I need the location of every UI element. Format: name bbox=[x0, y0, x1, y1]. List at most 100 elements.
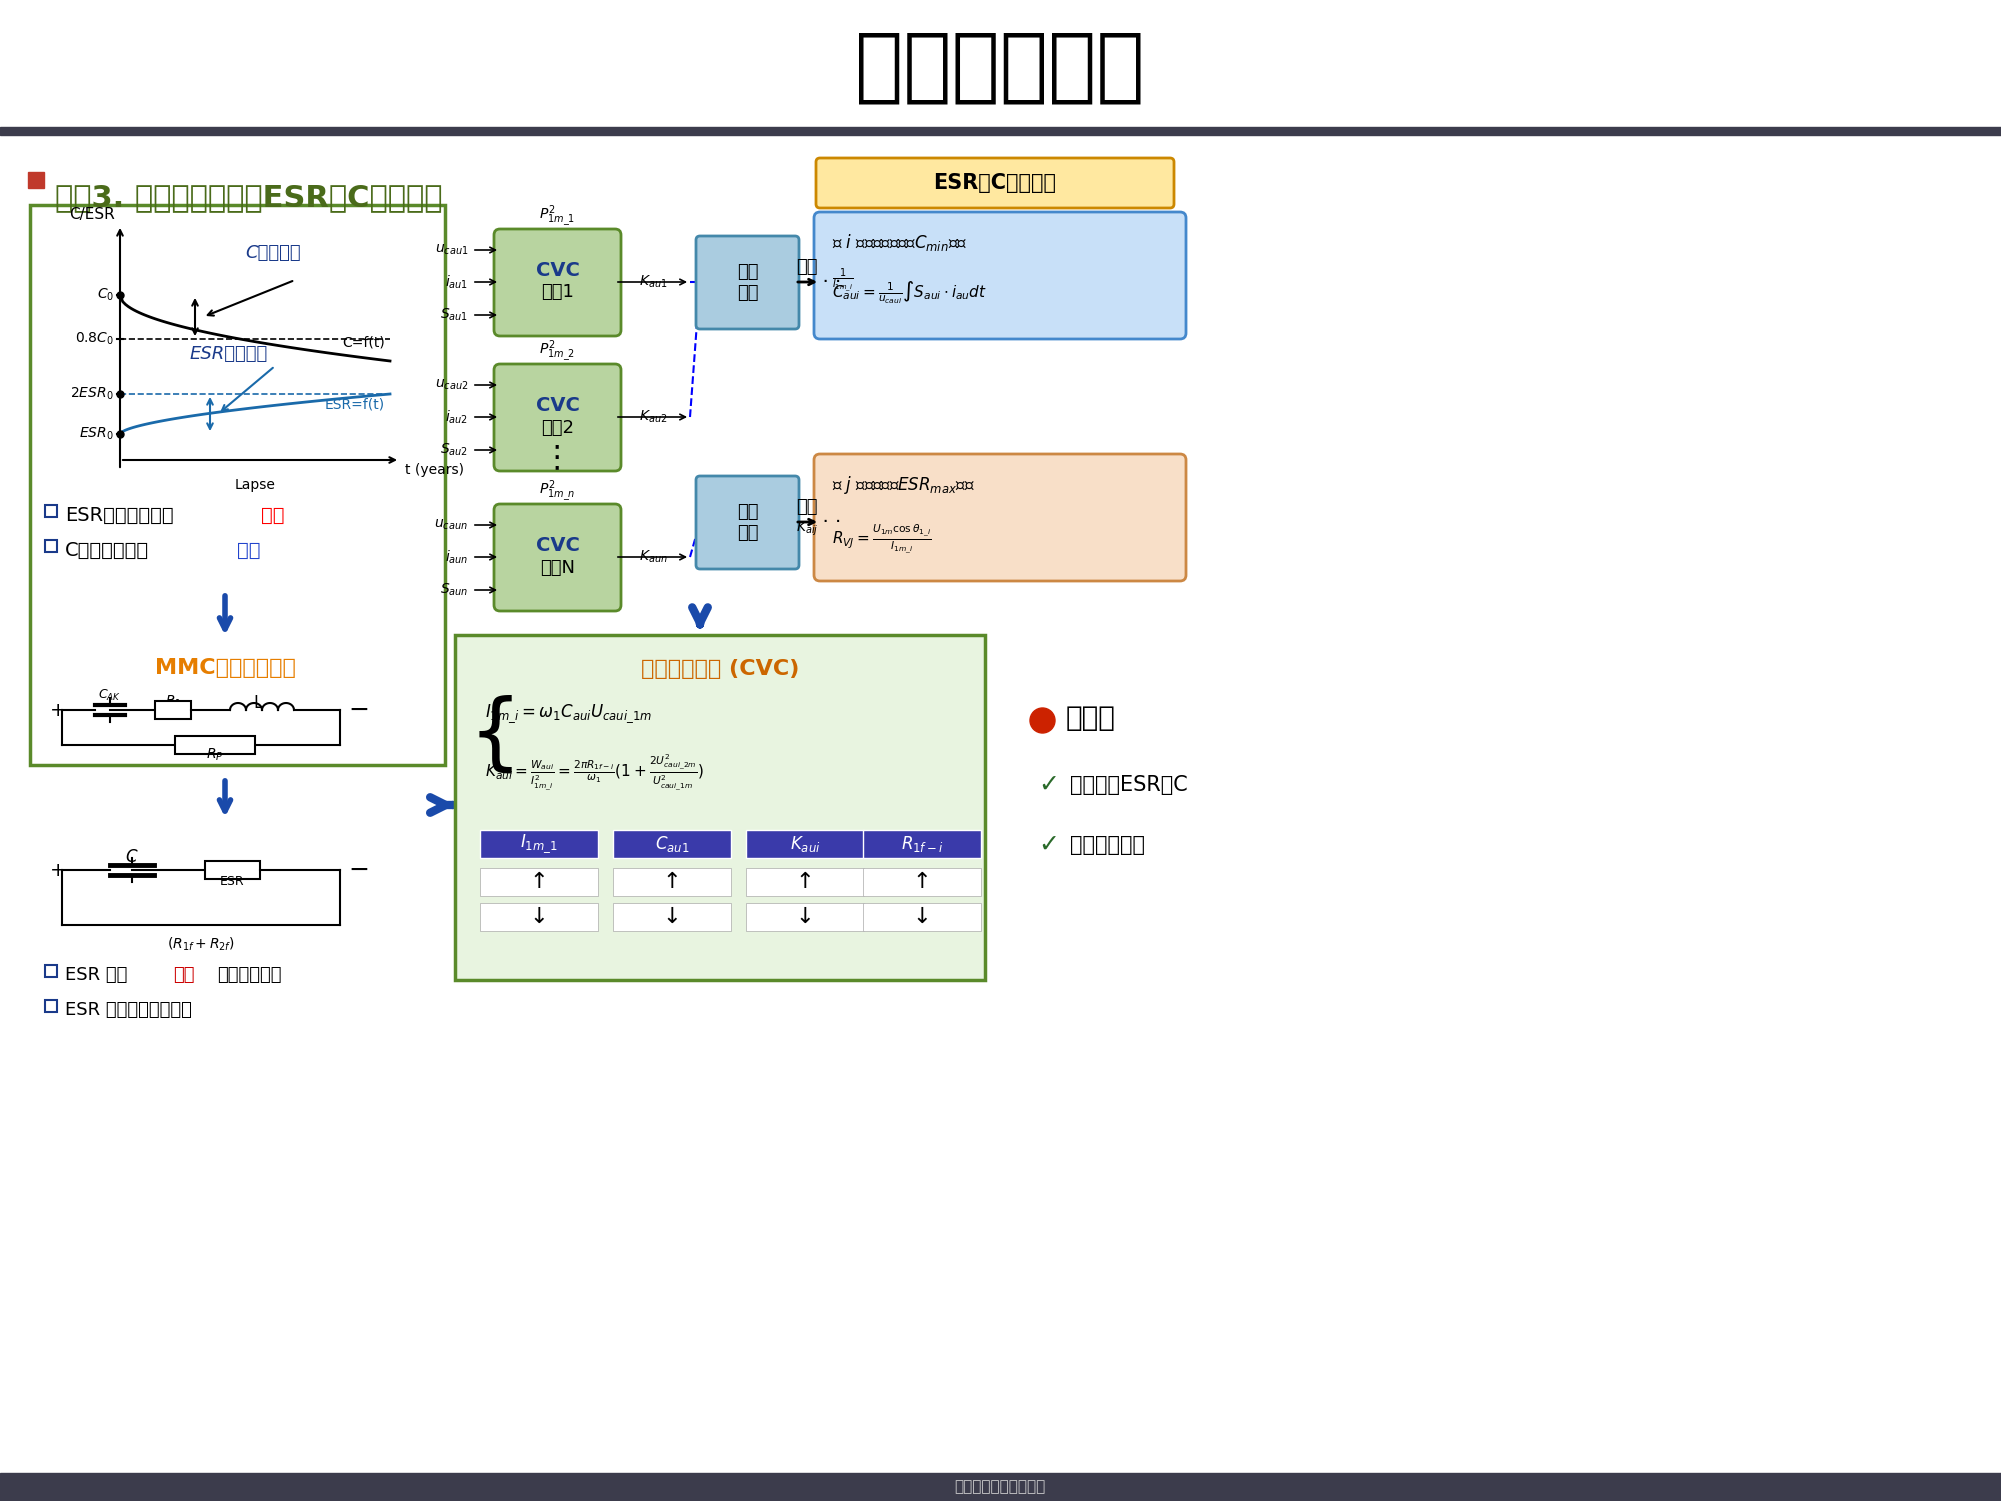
Text: $i_{aun}$: $i_{aun}$ bbox=[444, 548, 468, 566]
Bar bbox=[862, 904, 980, 931]
Text: · · ·: · · · bbox=[810, 512, 840, 531]
Text: $K_{aij}$: $K_{aij}$ bbox=[796, 521, 818, 539]
Text: $ESR_0$: $ESR_0$ bbox=[80, 426, 114, 443]
Bar bbox=[746, 830, 864, 859]
FancyBboxPatch shape bbox=[814, 453, 1187, 581]
Bar bbox=[612, 830, 730, 859]
Bar bbox=[480, 904, 598, 931]
Text: 方法3. 基于排序的电容ESR和C检测方法: 方法3. 基于排序的电容ESR和C检测方法 bbox=[54, 183, 442, 212]
Text: $K_{au2}$: $K_{au2}$ bbox=[638, 408, 666, 425]
Text: 模块1: 模块1 bbox=[540, 284, 574, 302]
Bar bbox=[862, 868, 980, 896]
Text: 第 $i$ 个模块最小电容$C_{min}$检测: 第 $i$ 个模块最小电容$C_{min}$检测 bbox=[832, 233, 966, 254]
Text: $\frac{1}{I_{1m\_i}}$: $\frac{1}{I_{1m\_i}}$ bbox=[832, 266, 852, 294]
Text: +: + bbox=[50, 860, 66, 880]
FancyBboxPatch shape bbox=[494, 230, 620, 336]
Text: $C_0$: $C_0$ bbox=[96, 287, 114, 303]
Text: $C_{aui}=\frac{1}{u_{caui}}\int S_{aui}\cdot i_{au}dt$: $C_{aui}=\frac{1}{u_{caui}}\int S_{aui}\… bbox=[832, 281, 986, 306]
Text: ESR 包含: ESR 包含 bbox=[64, 967, 128, 985]
FancyBboxPatch shape bbox=[814, 212, 1187, 339]
Text: t (years): t (years) bbox=[404, 462, 464, 477]
Text: 优点：: 优点： bbox=[1067, 704, 1117, 732]
Text: 特征变量计算 (CVC): 特征变量计算 (CVC) bbox=[640, 659, 798, 678]
Bar bbox=[612, 904, 730, 931]
Text: $R_{1f-i}$: $R_{1f-i}$ bbox=[900, 835, 942, 854]
Text: −: − bbox=[348, 859, 368, 883]
Text: $u_{cau1}$: $u_{cau1}$ bbox=[434, 243, 468, 257]
FancyBboxPatch shape bbox=[494, 365, 620, 471]
Text: ⋮: ⋮ bbox=[542, 443, 572, 473]
Text: C随电容老化而: C随电容老化而 bbox=[64, 540, 150, 560]
Text: $(R_{1f}+R_{2f})$: $(R_{1f}+R_{2f})$ bbox=[166, 937, 234, 953]
Text: 《电工技术学报》发布: 《电工技术学报》发布 bbox=[954, 1480, 1047, 1495]
Text: 增加: 增加 bbox=[260, 506, 284, 525]
FancyBboxPatch shape bbox=[696, 236, 798, 329]
Text: 简化监测算法: 简化监测算法 bbox=[1071, 835, 1145, 856]
Text: $u_{caun}$: $u_{caun}$ bbox=[434, 518, 468, 533]
FancyBboxPatch shape bbox=[816, 158, 1175, 209]
Text: $K_{aui}$: $K_{aui}$ bbox=[790, 835, 820, 854]
Text: $C_{au1}$: $C_{au1}$ bbox=[654, 835, 688, 854]
Text: ESR: ESR bbox=[220, 875, 244, 889]
Bar bbox=[480, 830, 598, 859]
Text: MMC简化电容模型: MMC简化电容模型 bbox=[154, 657, 296, 678]
Text: ESR 随频率减小而减小: ESR 随频率减小而减小 bbox=[64, 1001, 192, 1019]
Text: $2ESR_0$: $2ESR_0$ bbox=[70, 386, 114, 402]
Bar bbox=[44, 540, 56, 552]
Text: ↓: ↓ bbox=[912, 907, 930, 928]
Text: 排序
处理: 排序 处理 bbox=[736, 263, 758, 302]
Text: $R_{VJ}=\frac{U_{1m}\cos\theta_{1\_i}}{I_{1m\_i}}$: $R_{VJ}=\frac{U_{1m}\cos\theta_{1\_i}}{I… bbox=[832, 522, 932, 555]
Text: ↑: ↑ bbox=[530, 872, 548, 892]
Text: C=f(t): C=f(t) bbox=[342, 336, 384, 350]
Text: CVC: CVC bbox=[536, 536, 580, 555]
Text: $S_{au2}$: $S_{au2}$ bbox=[440, 441, 468, 458]
Bar bbox=[28, 173, 44, 188]
Text: ESR=f(t): ESR=f(t) bbox=[324, 396, 384, 411]
Text: $R_1$: $R_1$ bbox=[164, 693, 182, 710]
Text: $S_{aun}$: $S_{aun}$ bbox=[440, 582, 468, 599]
Bar bbox=[746, 868, 864, 896]
Text: ↓: ↓ bbox=[662, 907, 680, 928]
Bar bbox=[862, 830, 980, 859]
Bar bbox=[44, 1000, 56, 1012]
Bar bbox=[0, 0, 2001, 131]
Text: 和二倍频分量: 和二倍频分量 bbox=[216, 967, 282, 985]
Bar bbox=[154, 701, 190, 719]
Text: ↑: ↑ bbox=[912, 872, 930, 892]
Text: $K_{au1}$: $K_{au1}$ bbox=[638, 273, 666, 290]
Text: 减小: 减小 bbox=[236, 540, 260, 560]
Text: 最小: 最小 bbox=[796, 258, 818, 276]
Text: ↓: ↓ bbox=[530, 907, 548, 928]
Text: 最大: 最大 bbox=[796, 498, 818, 516]
Text: $i_{au1}$: $i_{au1}$ bbox=[444, 273, 468, 291]
Text: 第 $j$ 个模块最大$ESR_{max}$检测: 第 $j$ 个模块最大$ESR_{max}$检测 bbox=[832, 474, 974, 495]
Text: ↑: ↑ bbox=[662, 872, 680, 892]
Text: $K_{aun}$: $K_{aun}$ bbox=[638, 549, 668, 566]
Bar bbox=[174, 735, 254, 754]
Text: ✓: ✓ bbox=[1039, 833, 1059, 857]
Text: 基波: 基波 bbox=[172, 967, 194, 985]
Text: CVC: CVC bbox=[536, 261, 580, 281]
Text: 模块N: 模块N bbox=[540, 558, 574, 576]
Text: 排序
处理: 排序 处理 bbox=[736, 503, 758, 542]
FancyBboxPatch shape bbox=[494, 504, 620, 611]
FancyBboxPatch shape bbox=[454, 635, 984, 980]
Bar bbox=[0, 128, 2001, 135]
Text: $K_{aui}=\frac{W_{aui}}{I^2_{1m\_i}}=\frac{2\pi R_{1f-i}}{\omega_1}(1+\frac{2U^2: $K_{aui}=\frac{W_{aui}}{I^2_{1m\_i}}=\fr… bbox=[484, 754, 704, 793]
Text: 模块2: 模块2 bbox=[540, 419, 574, 437]
Text: $I_{1m\_i}=\omega_1 C_{aui}U_{caui\_1m}$: $I_{1m\_i}=\omega_1 C_{aui}U_{caui\_1m}$ bbox=[484, 702, 652, 725]
Text: L: L bbox=[254, 693, 262, 711]
Text: $u_{cau2}$: $u_{cau2}$ bbox=[434, 378, 468, 392]
Bar bbox=[612, 868, 730, 896]
Text: $P^2_{1m\_2}$: $P^2_{1m\_2}$ bbox=[538, 338, 574, 365]
Text: +: + bbox=[50, 701, 66, 719]
Text: CVC: CVC bbox=[536, 396, 580, 414]
Text: $C_{AK}$: $C_{AK}$ bbox=[98, 687, 122, 702]
Text: $R_P$: $R_P$ bbox=[206, 746, 224, 763]
Text: 同时监测ESR和C: 同时监测ESR和C bbox=[1071, 775, 1189, 796]
Text: ✓: ✓ bbox=[1039, 773, 1059, 797]
Text: $P^2_{1m\_n}$: $P^2_{1m\_n}$ bbox=[538, 479, 574, 504]
Text: ESR监测范围: ESR监测范围 bbox=[190, 345, 268, 363]
Bar bbox=[44, 965, 56, 977]
Text: C监测范围: C监测范围 bbox=[244, 245, 300, 263]
